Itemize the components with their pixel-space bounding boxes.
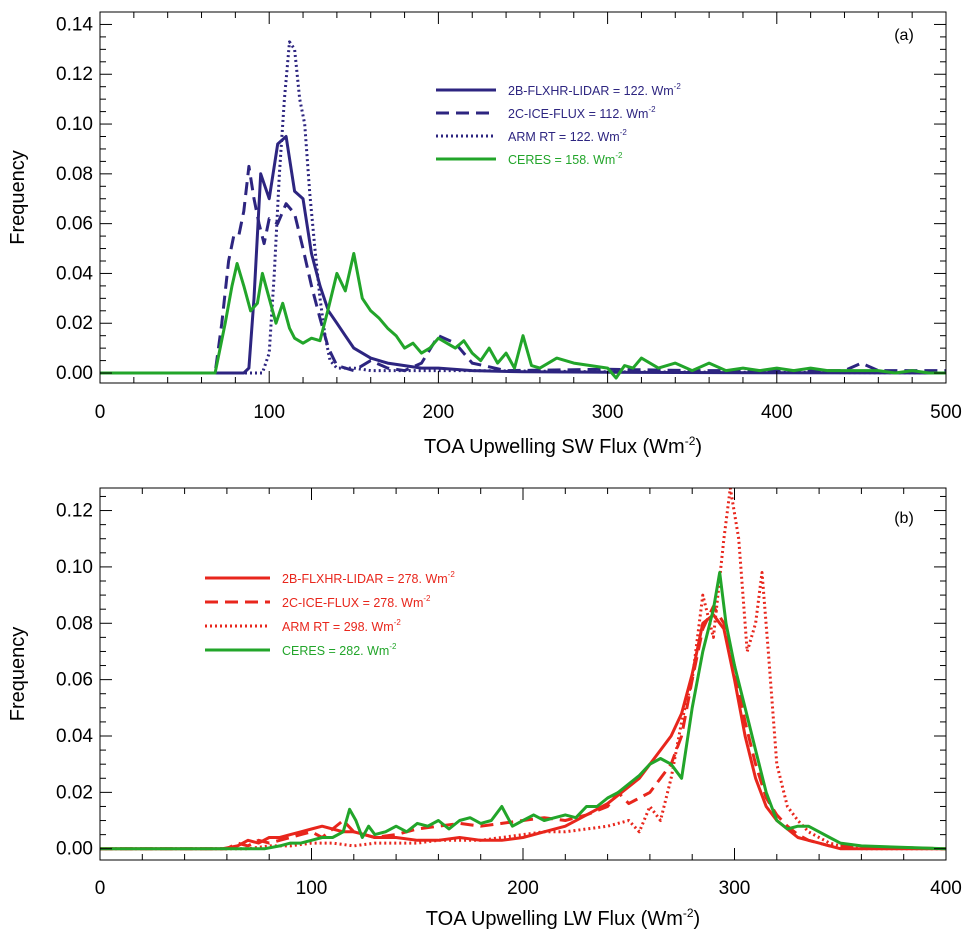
x-tick-label: 200 bbox=[507, 878, 539, 899]
y-tick-label: 0.12 bbox=[56, 501, 93, 522]
x-tick-label: 400 bbox=[930, 878, 962, 899]
x-axis-title: TOA Upwelling SW Flux (Wm-2) bbox=[424, 434, 702, 458]
x-tick-label: 400 bbox=[761, 402, 793, 423]
legend-label-3: ARM RT = 298. Wm-2 bbox=[282, 618, 401, 634]
legend-label-1: 2B-FLXHR-LIDAR = 122. Wm-2 bbox=[508, 82, 681, 98]
chart-panel-1: 0 100 200 300 400 500 0.00 0.02 0.04 0.06 0.08 0.10… bbox=[7, 11, 962, 458]
legend: 2B-FLXHR-LIDAR = 122. Wm-2 2C-ICE-FLUX = … bbox=[436, 82, 681, 167]
panel-label: (b) bbox=[894, 510, 914, 527]
x-tick-label: 100 bbox=[253, 402, 285, 423]
legend-label-4: CERES = 158. Wm-2 bbox=[508, 151, 623, 167]
y-tick-label: 0.02 bbox=[56, 313, 93, 334]
y-tick-label: 0.04 bbox=[56, 726, 93, 747]
series-line-1 bbox=[100, 135, 946, 375]
plot-frame bbox=[99, 487, 947, 861]
x-tick-label: 300 bbox=[592, 402, 624, 423]
legend: 2B-FLXHR-LIDAR = 278. Wm-2 2C-ICE-FLUX = … bbox=[205, 570, 455, 658]
legend-label-4: CERES = 282. Wm-2 bbox=[282, 642, 397, 658]
series-line-2 bbox=[100, 604, 946, 851]
y-tick-label: 0.04 bbox=[56, 263, 93, 284]
y-axis-title: Frequency bbox=[7, 627, 29, 722]
y-tick-label: 0.06 bbox=[56, 670, 93, 691]
panel-label: (a) bbox=[894, 27, 914, 44]
y-tick-label: 0.02 bbox=[56, 782, 93, 803]
series-line-4 bbox=[100, 571, 946, 851]
series-group bbox=[100, 488, 946, 851]
series-group bbox=[100, 40, 946, 380]
x-tick-label: 500 bbox=[930, 402, 962, 423]
y-tick-label: 0.10 bbox=[56, 557, 93, 578]
chart-panel-2: 0 100 200 300 400 0.00 0.02 0.04 0.06 0.08 0.10 0.1… bbox=[7, 487, 962, 930]
series-line-4 bbox=[100, 252, 946, 380]
x-tick-label: 300 bbox=[719, 878, 751, 899]
x-axis-title: TOA Upwelling LW Flux (Wm-2) bbox=[426, 906, 700, 930]
legend-label-2: 2C-ICE-FLUX = 278. Wm-2 bbox=[282, 594, 431, 610]
y-tick-label: 0.10 bbox=[56, 114, 93, 135]
series-line-3 bbox=[100, 40, 946, 375]
series-line-1 bbox=[100, 613, 946, 851]
x-tick-label: 0 bbox=[95, 402, 106, 423]
y-axis-title: Frequency bbox=[7, 150, 29, 245]
x-tick-label: 0 bbox=[95, 878, 106, 899]
series-line-3 bbox=[100, 488, 946, 851]
y-tick-label: 0.08 bbox=[56, 164, 93, 185]
x-tick-label: 200 bbox=[423, 402, 455, 423]
legend-label-1: 2B-FLXHR-LIDAR = 278. Wm-2 bbox=[282, 570, 455, 586]
x-tick-label: 100 bbox=[296, 878, 328, 899]
y-tick-label: 0.06 bbox=[56, 214, 93, 235]
y-tick-label: 0.12 bbox=[56, 64, 93, 85]
series-line-2 bbox=[100, 164, 946, 375]
y-tick-label: 0.00 bbox=[56, 839, 93, 860]
y-tick-label: 0.08 bbox=[56, 613, 93, 634]
legend-label-3: ARM RT = 122. Wm-2 bbox=[508, 128, 627, 144]
legend-label-2: 2C-ICE-FLUX = 112. Wm-2 bbox=[508, 105, 656, 121]
y-tick-label: 0.14 bbox=[56, 14, 93, 35]
plot-frame bbox=[99, 11, 947, 384]
y-tick-label: 0.00 bbox=[56, 363, 93, 384]
